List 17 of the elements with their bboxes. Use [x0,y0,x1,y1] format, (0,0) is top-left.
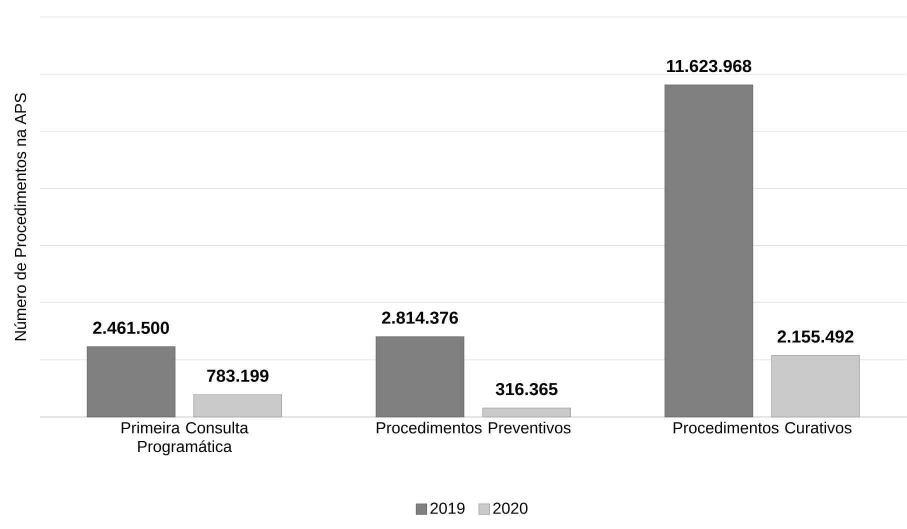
data-label: 2.461.500 [93,322,169,334]
legend-label: 2020 [493,502,528,514]
bar [86,346,176,418]
bar [194,394,282,418]
bar [482,408,571,418]
data-label: 316.365 [496,382,558,396]
y-axis-title: Número de Procedimentos na APS [14,93,26,340]
data-label: 783.199 [207,370,268,382]
bar [376,336,464,418]
x-tick-label: Procedimentos Curativos [674,422,852,434]
legend-label: 2019 [430,502,465,514]
data-label: 2.155.492 [778,330,854,343]
x-tick-label: Procedimentos Preventivos [376,422,571,434]
x-tick-label: Primeira Consulta Programática [122,422,248,456]
bar [664,84,754,418]
data-label: 11.623.968 [667,60,752,72]
data-label: 2.814.376 [382,312,458,324]
